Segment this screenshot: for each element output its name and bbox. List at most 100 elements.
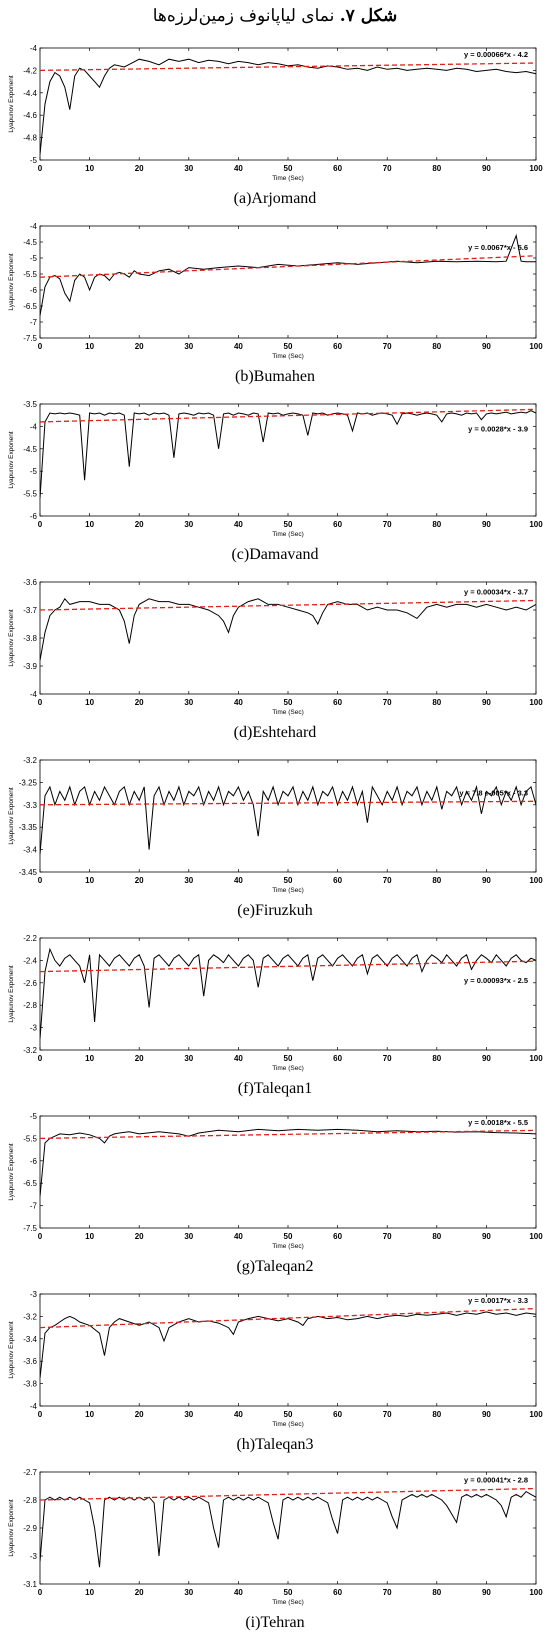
x-tick-label: 70 <box>383 342 392 351</box>
x-tick-label: 100 <box>529 1054 543 1063</box>
x-tick-label: 20 <box>135 342 144 351</box>
x-tick-label: 50 <box>284 876 293 885</box>
x-tick-label: 40 <box>234 342 243 351</box>
x-tick-label: 10 <box>85 164 94 173</box>
x-tick-label: 10 <box>85 1054 94 1063</box>
x-axis: 0 10 20 30 40 50 60 70 80 90 100 Time (Sec) <box>38 1116 543 1250</box>
y-tick-label: -6 <box>30 1157 38 1166</box>
plot-area <box>39 1115 537 1229</box>
y-tick-label: -4.5 <box>23 238 37 247</box>
y-tick-label: -6.5 <box>23 302 37 311</box>
lyapunov-series-line <box>40 410 536 499</box>
x-tick-label: 80 <box>432 1054 441 1063</box>
fit-equation-label: y = 0.00093*x - 2.5 <box>464 976 528 985</box>
x-tick-label: 80 <box>432 698 441 707</box>
x-tick-label: 50 <box>284 1054 293 1063</box>
x-tick-label: 70 <box>383 164 392 173</box>
x-tick-label: 40 <box>234 698 243 707</box>
chart-panel: 0 10 20 30 40 50 60 70 80 90 100 Time (Sec) -3.5 -4 -4… <box>0 396 550 574</box>
x-tick-label: 30 <box>184 1410 193 1419</box>
x-tick-label: 40 <box>234 1410 243 1419</box>
y-tick-label: -5.5 <box>23 270 37 279</box>
x-tick-label: 10 <box>85 1588 94 1597</box>
x-tick-label: 90 <box>482 520 491 529</box>
fit-equation-label: y = 0.0017*x - 3.3 <box>468 1296 528 1305</box>
x-tick-label: 0 <box>38 520 43 529</box>
y-tick-label: -3.4 <box>23 1335 37 1344</box>
y-tick-label: -4.4 <box>23 89 37 98</box>
chart-caption: (f)Taleqan1 <box>237 1080 313 1097</box>
fit-equation-label: y = 0.0018*x - 5.5 <box>468 1118 528 1127</box>
x-tick-label: 0 <box>38 164 43 173</box>
figure-title: شکل ۷. نمای لیاپانوف زمین‌لرزه‌ها <box>0 6 550 26</box>
y-tick-label: -3.2 <box>23 1312 37 1321</box>
y-tick-label: -4.2 <box>23 66 37 75</box>
x-tick-label: 20 <box>135 876 144 885</box>
y-tick-label: -4.6 <box>23 111 37 120</box>
x-tick-label: 0 <box>38 1054 43 1063</box>
lyapunov-chart: 0 10 20 30 40 50 60 70 80 90 100 Time (Sec) -5 -5.5 -6… <box>8 1112 543 1250</box>
x-tick-label: 80 <box>432 1588 441 1597</box>
plot-area <box>39 225 537 339</box>
y-tick-label: -4.8 <box>23 134 37 143</box>
x-tick-label: 30 <box>184 164 193 173</box>
x-tick-label: 70 <box>383 1410 392 1419</box>
y-tick-label: -5 <box>30 1112 38 1121</box>
y-tick-label: -4 <box>30 44 38 53</box>
x-tick-label: 40 <box>234 1054 243 1063</box>
fit-equation-label: y = 7.8 e-005*x - 3.3 <box>459 788 528 797</box>
linear-fit-line <box>40 1129 536 1140</box>
x-tick-label: 20 <box>135 1232 144 1241</box>
y-tick-label: -3 <box>30 1290 38 1299</box>
plot-area <box>39 1471 537 1585</box>
x-tick-label: 30 <box>184 1588 193 1597</box>
x-tick-label: 70 <box>383 1232 392 1241</box>
x-tick-label: 20 <box>135 520 144 529</box>
x-tick-label: 40 <box>234 1232 243 1241</box>
x-tick-label: 100 <box>529 164 543 173</box>
lyapunov-series-line <box>40 947 536 1039</box>
x-tick-label: 30 <box>184 1232 193 1241</box>
y-tick-label: -4 <box>30 690 38 699</box>
chart-caption: (e)Firuzkuh <box>237 902 313 919</box>
linear-fit-line <box>40 599 536 611</box>
y-tick-label: -3.45 <box>19 868 38 877</box>
y-axis: -3.6 -3.7 -3.8 -3.9 -4 Lyapunov Exponent <box>8 578 536 699</box>
x-tick-label: 50 <box>284 164 293 173</box>
x-tick-label: 50 <box>284 342 293 351</box>
fit-equation-label: y = 0.0028*x - 3.9 <box>468 424 528 433</box>
x-tick-label: 70 <box>383 1054 392 1063</box>
x-tick-label: 10 <box>85 876 94 885</box>
x-axis-label: Time (Sec) <box>272 353 304 360</box>
x-tick-label: 70 <box>383 520 392 529</box>
x-tick-label: 0 <box>38 1588 43 1597</box>
chart-caption: (c)Damavand <box>231 546 319 563</box>
x-tick-label: 90 <box>482 1232 491 1241</box>
y-axis-label: Lyapunov Exponent <box>8 253 15 310</box>
linear-fit-line <box>40 62 536 72</box>
x-tick-label: 80 <box>432 164 441 173</box>
lyapunov-series-line <box>40 1490 536 1568</box>
y-tick-label: -5 <box>30 467 38 476</box>
x-axis-label: Time (Sec) <box>272 1599 304 1606</box>
y-tick-label: -2.8 <box>23 1496 37 1505</box>
x-axis-label: Time (Sec) <box>272 175 304 182</box>
lyapunov-chart: 0 10 20 30 40 50 60 70 80 90 100 Time (Sec) -2.7 -2.8… <box>8 1468 543 1606</box>
chart-panel: 0 10 20 30 40 50 60 70 80 90 100 Time (Sec) -3.6 -3.7… <box>0 574 550 752</box>
x-tick-label: 60 <box>333 1410 342 1419</box>
x-tick-label: 100 <box>529 1588 543 1597</box>
x-tick-label: 90 <box>482 164 491 173</box>
y-axis: -5 -5.5 -6 -6.5 -7 -7.5 Lyapunov Exponent <box>8 1112 536 1233</box>
y-tick-label: -3.35 <box>19 823 38 832</box>
x-tick-label: 50 <box>284 1588 293 1597</box>
x-tick-label: 40 <box>234 876 243 885</box>
x-tick-label: 20 <box>135 1410 144 1419</box>
y-tick-label: -5.5 <box>23 490 37 499</box>
chart-caption: (i)Tehran <box>245 1614 305 1631</box>
y-tick-label: -3.25 <box>19 778 38 787</box>
x-tick-label: 100 <box>529 1232 543 1241</box>
plot-area <box>39 403 537 517</box>
x-tick-label: 50 <box>284 698 293 707</box>
